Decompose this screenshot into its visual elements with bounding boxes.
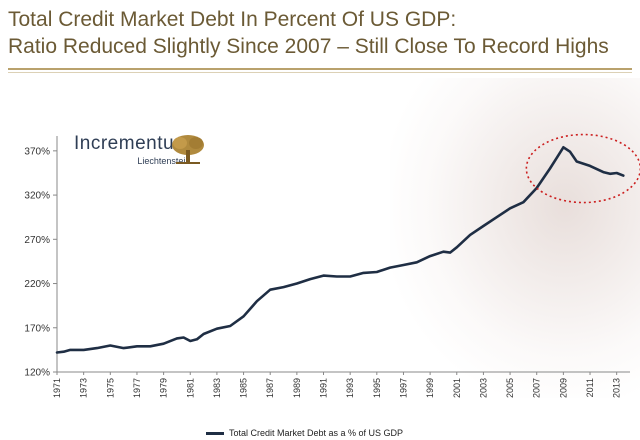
x-tick-label: 2007 bbox=[532, 378, 542, 398]
y-tick-label: 370% bbox=[24, 146, 50, 157]
x-tick-label: 2009 bbox=[558, 378, 568, 398]
title-line-2: Ratio Reduced Slightly Since 2007 – Stil… bbox=[8, 35, 609, 58]
x-tick-label: 2011 bbox=[585, 378, 595, 397]
x-tick-label: 1971 bbox=[52, 378, 62, 398]
chart-legend: Total Credit Market Debt as a % of US GD… bbox=[206, 428, 403, 438]
x-tick-label: 1997 bbox=[398, 378, 408, 398]
y-tick-label: 120% bbox=[24, 368, 50, 379]
tree-logo-icon bbox=[172, 135, 204, 164]
legend-swatch bbox=[206, 431, 224, 435]
title-line-1: Total Credit Market Debt In Percent Of U… bbox=[8, 8, 457, 31]
x-tick-label: 2003 bbox=[478, 378, 488, 398]
y-tick-label: 170% bbox=[24, 323, 50, 334]
x-tick-label: 1973 bbox=[79, 378, 89, 398]
x-tick-label: 1987 bbox=[265, 378, 275, 398]
title-divider bbox=[8, 68, 632, 70]
y-tick-label: 270% bbox=[24, 235, 50, 246]
series-line bbox=[55, 146, 625, 354]
x-tick-label: 1995 bbox=[372, 378, 382, 398]
title-divider-thin bbox=[8, 72, 632, 73]
background-tree-watermark bbox=[390, 78, 640, 398]
x-tick-label: 2005 bbox=[505, 378, 515, 398]
x-tick-label: 1979 bbox=[159, 378, 169, 398]
y-tick-label: 320% bbox=[24, 191, 50, 202]
x-tick-label: 1983 bbox=[212, 378, 222, 398]
x-tick-label: 2001 bbox=[452, 378, 462, 398]
x-tick-label: 1999 bbox=[425, 378, 435, 398]
x-tick-label: 2013 bbox=[612, 378, 622, 398]
logo-sub: Liechtenstein bbox=[137, 156, 191, 166]
x-tick-label: 1977 bbox=[132, 378, 142, 398]
logo-name: Incrementum bbox=[74, 133, 191, 154]
x-tick-label: 1991 bbox=[319, 378, 329, 398]
x-tick-label: 1975 bbox=[105, 378, 115, 398]
legend-label: Total Credit Market Debt as a % of US GD… bbox=[229, 428, 404, 438]
x-tick-label: 1993 bbox=[345, 378, 355, 398]
incrementum-logo: Incrementum Liechtenstein bbox=[74, 133, 191, 167]
page-title: Total Credit Market Debt In Percent Of U… bbox=[8, 6, 609, 60]
x-tick-label: 1989 bbox=[292, 378, 302, 398]
x-tick-label: 1981 bbox=[185, 378, 195, 398]
x-tick-label: 1985 bbox=[239, 378, 249, 398]
highlight-ellipse bbox=[525, 133, 640, 204]
y-tick-label: 220% bbox=[24, 279, 50, 290]
